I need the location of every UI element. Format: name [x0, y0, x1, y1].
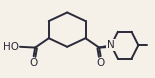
Text: HO: HO	[3, 42, 19, 52]
Text: O: O	[97, 58, 105, 68]
Text: O: O	[29, 58, 38, 68]
Text: N: N	[107, 40, 115, 50]
